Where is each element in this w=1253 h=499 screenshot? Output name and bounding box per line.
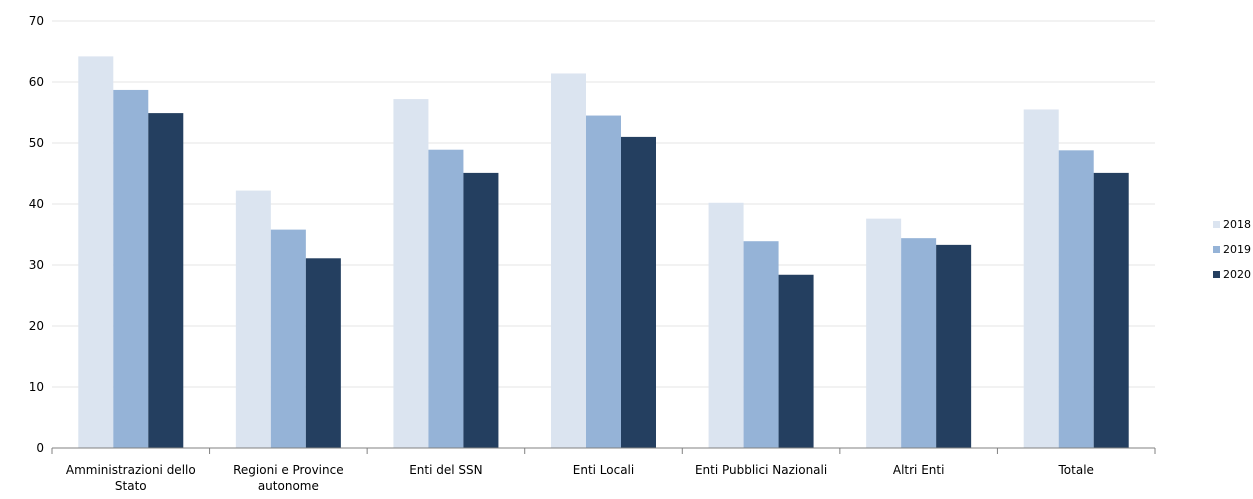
x-category-label-line: Totale (1058, 463, 1094, 477)
bar-2018-2 (393, 99, 429, 448)
axes (51, 447, 1156, 454)
legend-label-2018: 2018 (1223, 218, 1251, 231)
y-tick-label-50: 50 (29, 136, 44, 150)
x-category-label-line: Enti Pubblici Nazionali (695, 463, 827, 477)
legend-swatch-2020 (1213, 271, 1220, 278)
y-tick-label-60: 60 (29, 75, 44, 89)
x-axis-category-labels: Amministrazioni dello Stato Regioni e Prov… (66, 463, 1094, 493)
bar-2019-5 (901, 238, 937, 448)
x-category-label-line: Altri Enti (893, 463, 945, 477)
y-tick-label-10: 10 (29, 380, 44, 394)
x-category-label-line: autonome (258, 479, 319, 493)
bar-2020-6 (1093, 172, 1129, 448)
x-category-label-line: Regioni e Province (233, 463, 343, 477)
legend-swatch-2018 (1213, 221, 1220, 228)
bar-2018-5 (866, 218, 902, 448)
x-category-label-3: Enti Locali (573, 463, 634, 477)
legend-swatch-2019 (1213, 246, 1220, 253)
legend-label-2019: 2019 (1223, 243, 1251, 256)
x-category-label-2: Enti del SSN (409, 463, 482, 477)
x-category-label-6: Totale (1058, 463, 1094, 477)
y-tick-label-30: 30 (29, 258, 44, 272)
x-category-label-line: Amministrazioni dello (66, 463, 196, 477)
bar-2018-0 (78, 56, 114, 448)
bar-2019-0 (113, 89, 149, 449)
legend: 2018 2019 2020 (1213, 218, 1251, 281)
bar-2018-1 (235, 190, 271, 448)
bar-2018-4 (708, 202, 744, 448)
bar-2020-5 (936, 244, 972, 448)
y-tick-label-20: 20 (29, 319, 44, 333)
x-category-label-line: Enti del SSN (409, 463, 482, 477)
y-tick-label-70: 70 (29, 14, 44, 28)
y-tick-label-0: 0 (36, 441, 44, 455)
bar-2020-2 (463, 172, 499, 448)
x-category-label-1: Regioni e Province autonome (233, 463, 343, 493)
bar-2019-6 (1058, 150, 1094, 448)
bars (78, 56, 1129, 449)
bar-2020-0 (148, 113, 184, 449)
bar-2019-3 (586, 115, 621, 449)
y-axis-tick-labels: 0 10 20 30 40 50 60 70 (29, 14, 44, 455)
bar-2020-4 (778, 274, 814, 448)
bar-2019-4 (743, 241, 779, 448)
bar-2019-2 (428, 149, 464, 448)
y-tick-label-40: 40 (29, 197, 44, 211)
bar-2020-3 (621, 136, 656, 448)
x-category-label-5: Altri Enti (893, 463, 945, 477)
x-category-label-4: Enti Pubblici Nazionali (695, 463, 827, 477)
bar-2018-3 (551, 73, 586, 449)
bar-2020-1 (305, 258, 341, 448)
legend-label-2020: 2020 (1223, 268, 1251, 281)
x-category-label-line: Stato (115, 479, 147, 493)
bar-2019-1 (270, 229, 306, 448)
bar-2018-6 (1023, 109, 1059, 448)
x-category-label-0: Amministrazioni dello Stato (66, 463, 196, 493)
x-category-label-line: Enti Locali (573, 463, 634, 477)
